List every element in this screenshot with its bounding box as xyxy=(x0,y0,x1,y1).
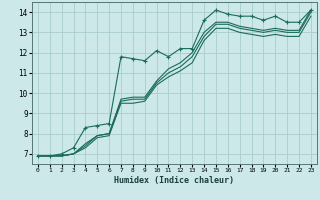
X-axis label: Humidex (Indice chaleur): Humidex (Indice chaleur) xyxy=(115,176,234,185)
